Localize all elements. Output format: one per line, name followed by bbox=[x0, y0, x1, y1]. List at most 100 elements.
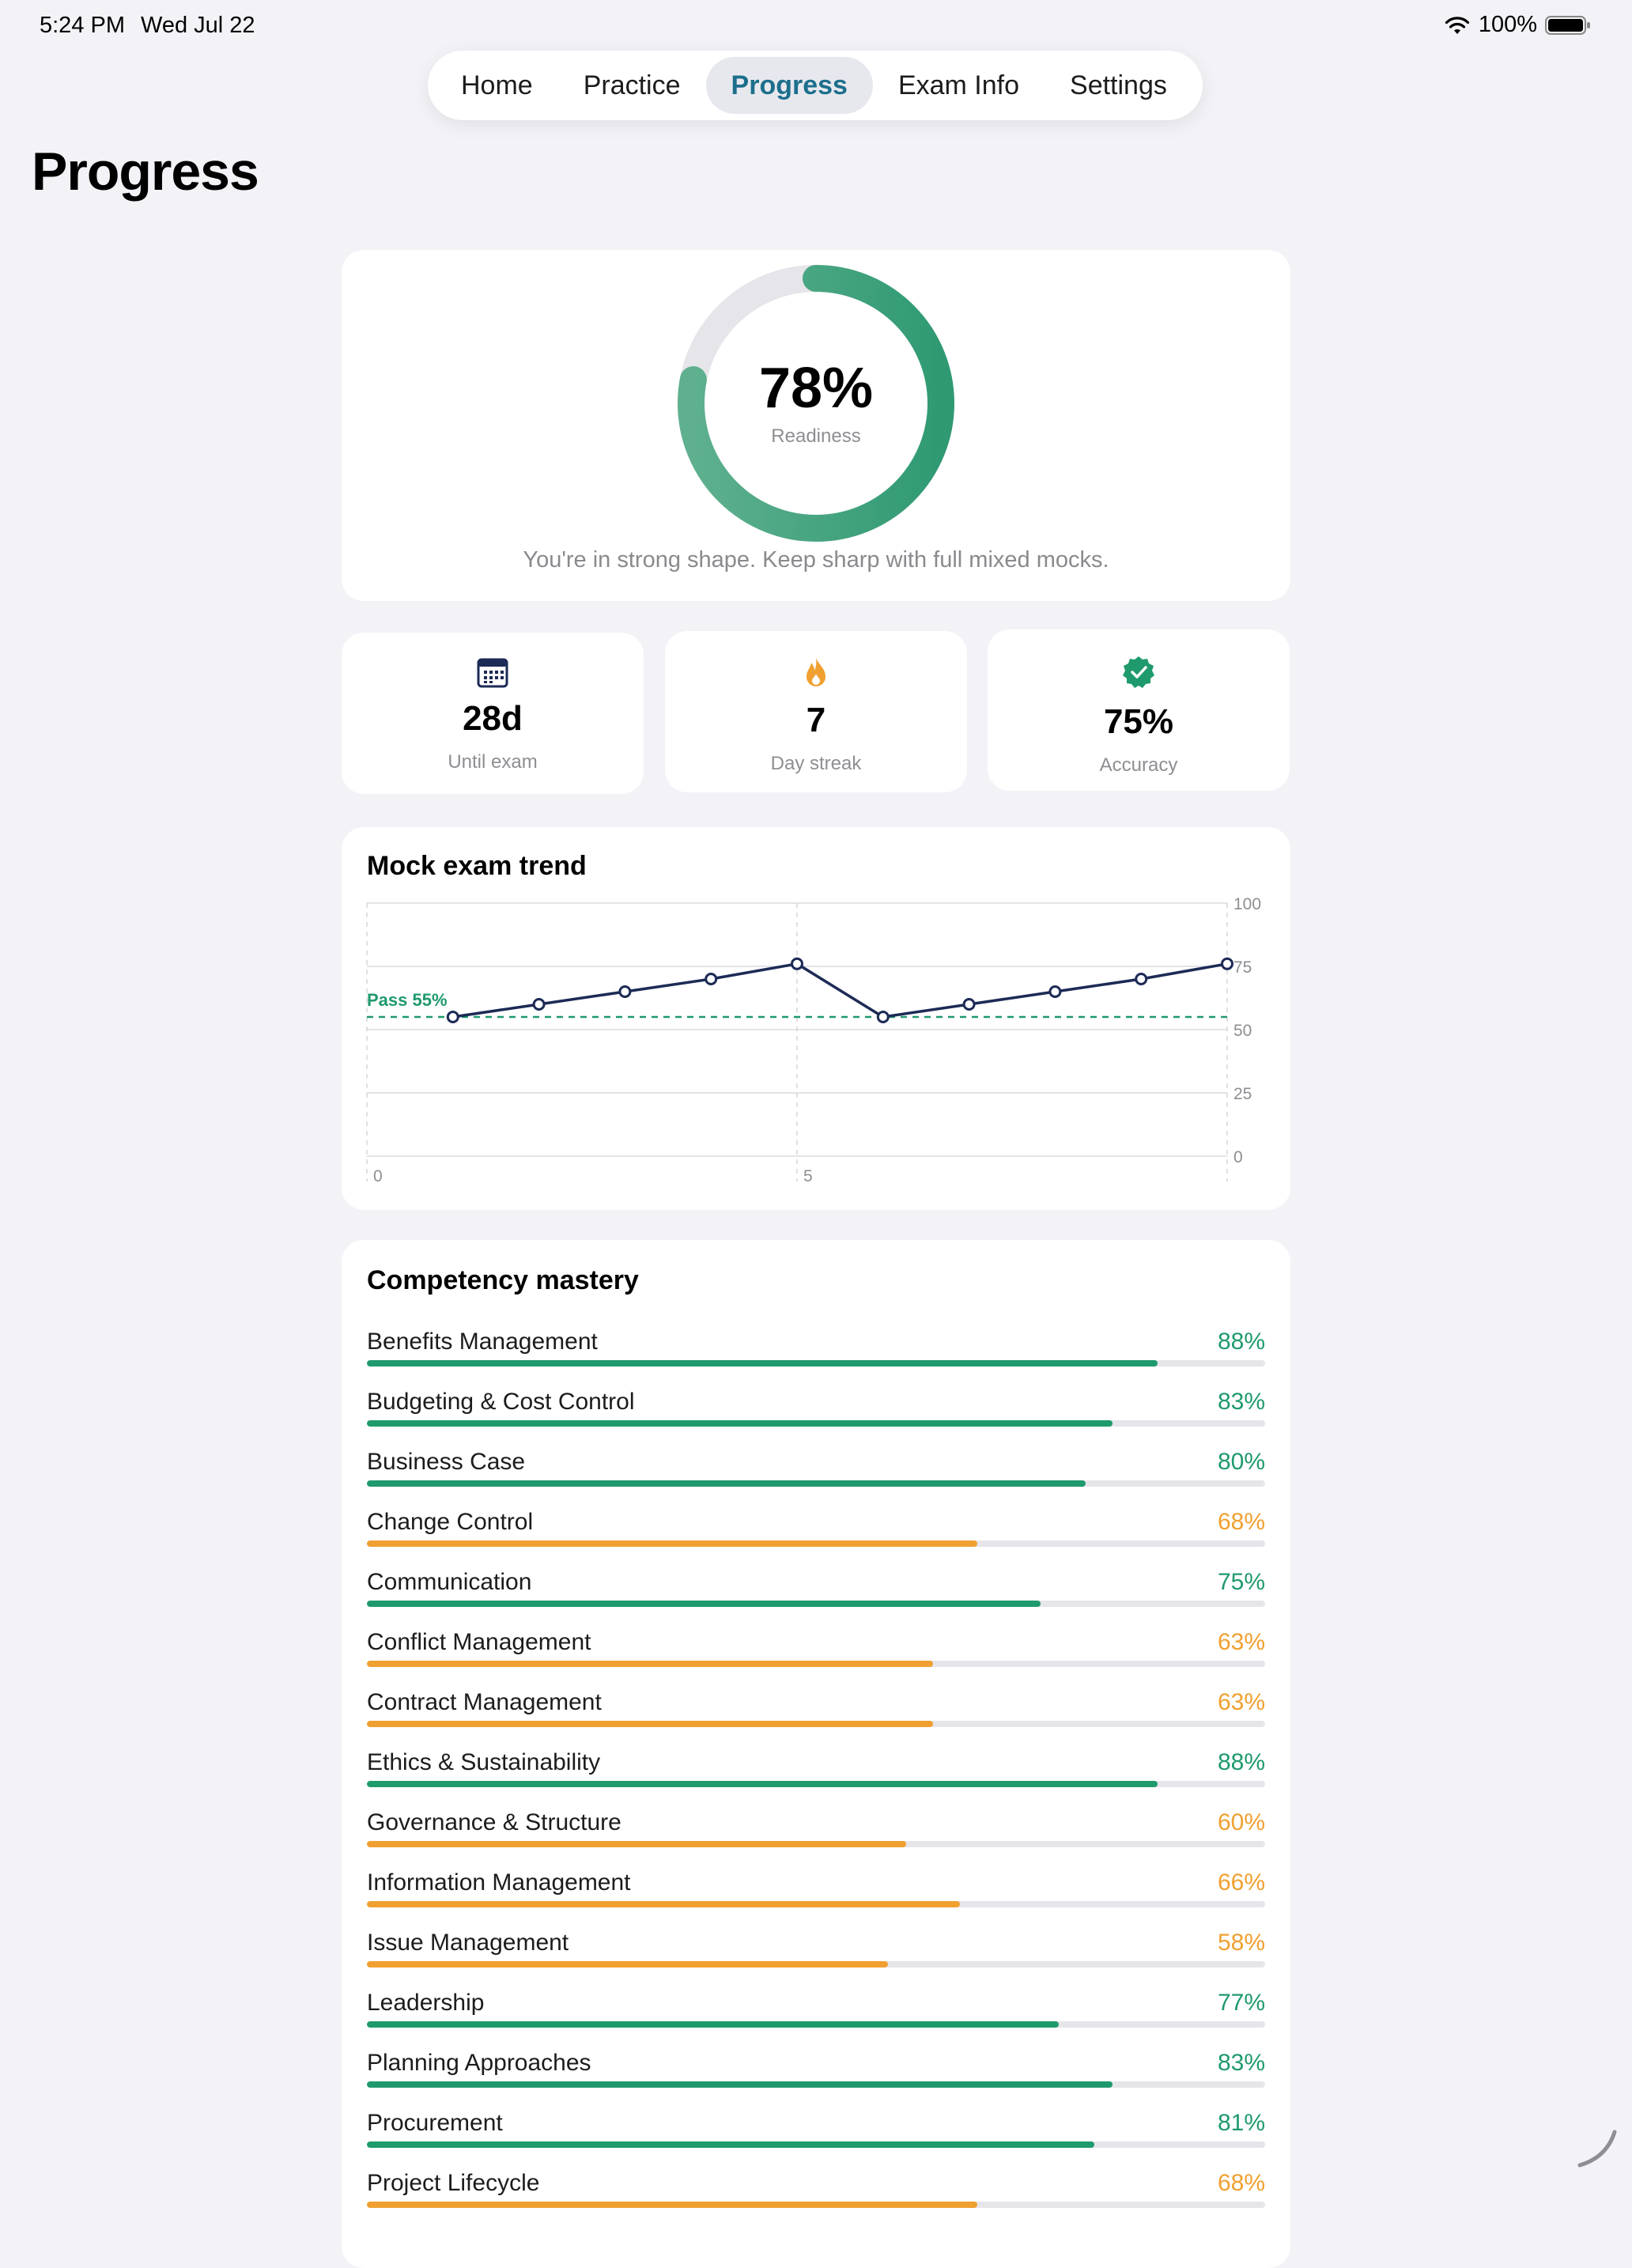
mastery-percent: 83% bbox=[1217, 1389, 1265, 1415]
mastery-percent: 66% bbox=[1217, 1869, 1265, 1896]
stat-card-accuracy: 75% Accuracy bbox=[988, 629, 1290, 791]
mastery-row: Leadership 77% bbox=[367, 1990, 1265, 2050]
mastery-row: Issue Management 58% bbox=[367, 1930, 1265, 1990]
data-point bbox=[446, 1011, 459, 1023]
readiness-card: 78% Readiness You're in strong shape. Ke… bbox=[342, 250, 1290, 601]
mastery-percent: 80% bbox=[1217, 1449, 1265, 1475]
mastery-row: Conflict Management 63% bbox=[367, 1629, 1265, 1689]
mastery-percent: 63% bbox=[1217, 1689, 1265, 1715]
mastery-bar-track bbox=[367, 1540, 1265, 1547]
mastery-bar-fill bbox=[367, 1540, 978, 1547]
mastery-row: Business Case 80% bbox=[367, 1449, 1265, 1509]
mastery-bar-fill bbox=[367, 1901, 960, 1907]
mastery-name: Governance & Structure bbox=[367, 1809, 621, 1835]
mastery-bar-track bbox=[367, 1901, 1265, 1907]
mastery-name: Change Control bbox=[367, 1509, 534, 1535]
mastery-row: Benefits Management 88% bbox=[367, 1329, 1265, 1389]
mastery-name: Business Case bbox=[367, 1449, 526, 1475]
mastery-percent: 88% bbox=[1217, 1329, 1265, 1355]
mastery-percent: 60% bbox=[1217, 1809, 1265, 1835]
mastery-bar-fill bbox=[367, 1420, 1113, 1427]
battery-icon bbox=[1545, 15, 1590, 35]
status-date: Wed Jul 22 bbox=[141, 13, 255, 38]
x-tick-label: 0 bbox=[373, 1167, 383, 1185]
readiness-ring-progress bbox=[678, 265, 954, 542]
mastery-bar-track bbox=[367, 2021, 1265, 2028]
mastery-bar-fill bbox=[367, 1661, 933, 1667]
mastery-bar-track bbox=[367, 2202, 1265, 2208]
data-point bbox=[705, 973, 718, 985]
mastery-name: Contract Management bbox=[367, 1689, 602, 1715]
tab-bar: Home Practice Progress Exam Info Setting… bbox=[428, 51, 1203, 120]
mastery-row: Change Control 68% bbox=[367, 1509, 1265, 1569]
mastery-percent: 68% bbox=[1217, 1509, 1265, 1535]
mastery-bar-fill bbox=[367, 2202, 978, 2208]
y-tick-label: 25 bbox=[1233, 1085, 1252, 1103]
mock-exam-trend-card: Mock exam trend 100 75 50 25 0 0 5 Pass 55% bbox=[342, 827, 1290, 1210]
stat-value: 7 bbox=[806, 701, 826, 739]
trend-chart: 100 75 50 25 0 0 5 Pass 55% bbox=[366, 895, 1261, 1185]
mastery-bar-fill bbox=[367, 2141, 1095, 2148]
tab-progress[interactable]: Progress bbox=[705, 57, 873, 114]
mastery-bar-track bbox=[367, 1420, 1265, 1427]
mastery-bar-track bbox=[367, 2141, 1265, 2148]
mastery-bar-fill bbox=[367, 1841, 906, 1847]
mastery-bar-track bbox=[367, 1961, 1265, 1967]
stat-label: Accuracy bbox=[1099, 754, 1178, 776]
mastery-bar-fill bbox=[367, 1480, 1086, 1487]
mastery-bar-track bbox=[367, 2081, 1265, 2088]
stat-card-until-exam: 28d Until exam bbox=[342, 633, 644, 794]
mastery-row: Contract Management 63% bbox=[367, 1689, 1265, 1749]
mastery-bar-track bbox=[367, 1661, 1265, 1667]
mastery-percent: 83% bbox=[1217, 2050, 1265, 2076]
calendar-icon bbox=[477, 658, 508, 688]
mastery-bar-fill bbox=[367, 1601, 1041, 1607]
readiness-message: You're in strong shape. Keep sharp with … bbox=[523, 547, 1109, 573]
data-point bbox=[962, 998, 976, 1011]
mastery-bar-fill bbox=[367, 1961, 888, 1967]
mastery-percent: 63% bbox=[1217, 1629, 1265, 1655]
mastery-bar-track bbox=[367, 1601, 1265, 1607]
mastery-name: Leadership bbox=[367, 1990, 485, 2016]
wifi-icon bbox=[1445, 16, 1469, 34]
readiness-value: 78% bbox=[758, 357, 874, 420]
tab-settings[interactable]: Settings bbox=[1070, 70, 1167, 100]
mastery-bar-fill bbox=[367, 2081, 1113, 2088]
mastery-percent: 88% bbox=[1217, 1749, 1265, 1775]
mastery-percent: 81% bbox=[1217, 2110, 1265, 2136]
y-tick-label: 100 bbox=[1233, 895, 1261, 913]
mastery-percent: 68% bbox=[1217, 2170, 1265, 2196]
tab-home[interactable]: Home bbox=[461, 70, 533, 100]
mastery-name: Planning Approaches bbox=[367, 2050, 591, 2076]
data-point bbox=[1048, 985, 1062, 998]
tab-exam-info[interactable]: Exam Info bbox=[897, 70, 1020, 100]
data-point bbox=[876, 1011, 890, 1023]
mastery-bar-track bbox=[367, 1360, 1265, 1366]
status-indicators: 100% bbox=[1444, 12, 1591, 38]
mastery-bar-track bbox=[367, 1721, 1265, 1727]
stat-value: 28d bbox=[463, 699, 523, 738]
page-title: Progress bbox=[32, 142, 259, 202]
series-line bbox=[452, 962, 1228, 1019]
stat-value: 75% bbox=[1103, 702, 1174, 741]
mastery-bar-fill bbox=[367, 1781, 1158, 1787]
mastery-title: Competency mastery bbox=[367, 1265, 639, 1295]
status-bar: 5:24 PM Wed Jul 22 100% bbox=[0, 0, 1632, 51]
mastery-row: Information Management 66% bbox=[367, 1869, 1265, 1930]
data-point bbox=[532, 998, 546, 1011]
stat-label: Until exam bbox=[448, 751, 538, 773]
mastery-bar-track bbox=[367, 1781, 1265, 1787]
status-time: 5:24 PM bbox=[40, 13, 125, 38]
battery-percent: 100% bbox=[1478, 12, 1537, 37]
mastery-row: Project Lifecycle 68% bbox=[367, 2170, 1265, 2230]
y-tick-label: 50 bbox=[1233, 1022, 1252, 1040]
scroll-indicator[interactable] bbox=[1575, 2126, 1619, 2170]
data-point bbox=[791, 957, 803, 970]
tab-practice[interactable]: Practice bbox=[583, 70, 681, 100]
mastery-name: Project Lifecycle bbox=[367, 2170, 540, 2196]
mastery-name: Ethics & Sustainability bbox=[367, 1749, 601, 1775]
readiness-label: Readiness bbox=[771, 425, 861, 447]
mastery-name: Benefits Management bbox=[367, 1329, 598, 1355]
competency-mastery-card: Competency mastery Benefits Management 88… bbox=[342, 1240, 1290, 2268]
mastery-row: Communication 75% bbox=[367, 1569, 1265, 1629]
